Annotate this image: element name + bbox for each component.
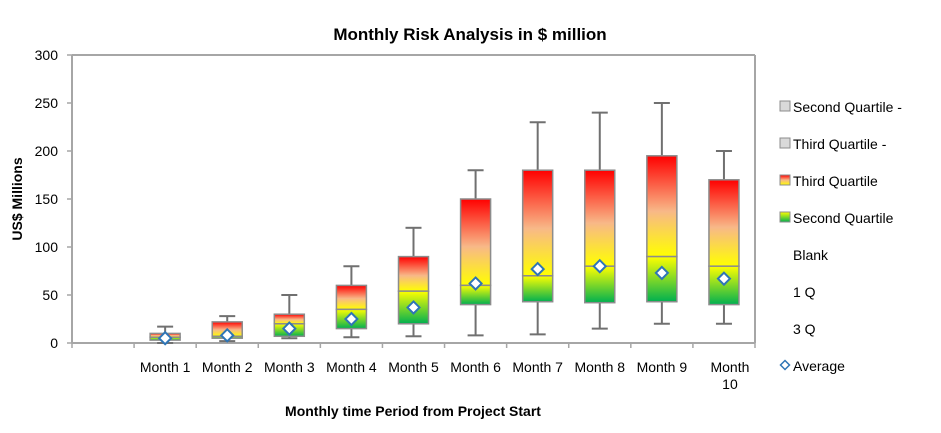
third-quartile-box [521, 169, 554, 277]
average-marker [716, 271, 732, 287]
legend-item: Second Quartile [779, 210, 894, 226]
third-quartile-box [584, 169, 616, 267]
x-tick-label: Month 9 [637, 359, 688, 375]
legend-item: Third Quartile [779, 173, 878, 189]
box-month-10 [708, 150, 740, 325]
legend-label: Second Quartile [793, 210, 894, 226]
box-series [149, 102, 740, 346]
legend-item: Second Quartile - [779, 99, 902, 115]
average-marker [530, 261, 546, 277]
legend-label: Average [793, 358, 845, 374]
box-month-7 [521, 121, 554, 336]
legend-swatch-icon [779, 100, 791, 112]
legend-diamond-icon [779, 359, 791, 371]
legend-label: 3 Q [793, 321, 816, 337]
y-tick-label: 250 [35, 95, 59, 111]
legend-swatch-icon [779, 137, 791, 149]
legend-swatch-icon [779, 211, 791, 223]
legend-label: Third Quartile - [793, 136, 887, 152]
box-month-3 [273, 294, 306, 340]
y-tick-label: 150 [35, 191, 59, 207]
y-tick-label: 300 [35, 47, 59, 63]
y-axis: 0 50 100 150 200 250 300 [35, 47, 72, 351]
box-month-1 [149, 325, 181, 346]
average-marker [468, 276, 484, 291]
legend-label: Blank [793, 247, 829, 263]
average-marker [281, 321, 297, 337]
x-tick-label: Month 3 [264, 359, 315, 375]
third-quartile-box [397, 255, 430, 292]
legend-item: 1 Q [793, 284, 816, 300]
average-marker [406, 300, 421, 315]
x-tick-label: Month 4 [326, 359, 377, 375]
y-tick-label: 100 [35, 239, 59, 255]
x-tick-label: Month 8 [574, 359, 625, 375]
third-quartile-box [459, 198, 492, 287]
x-tick-label: Month 6 [450, 359, 501, 375]
x-tick-label: Month 5 [388, 359, 439, 375]
x-axis-title: Monthly time Period from Project Start [285, 403, 541, 419]
average-marker [219, 327, 235, 343]
x-tick-label: Month 10 [710, 359, 749, 392]
y-tick-label: 0 [50, 335, 58, 351]
x-tick-label: Month 1 [140, 359, 191, 375]
average-marker [157, 330, 173, 346]
box-month-9 [646, 102, 678, 325]
box-month-4 [335, 265, 368, 339]
third-quartile-box [708, 179, 740, 267]
average-marker [343, 311, 359, 327]
average-marker [592, 258, 608, 274]
legend-swatch-icon [779, 174, 791, 186]
average-marker [654, 265, 670, 281]
box-month-8 [584, 111, 616, 330]
legend-label: Third Quartile [793, 173, 878, 189]
y-tick-label: 50 [42, 287, 58, 303]
chart-title: Monthly Risk Analysis in $ million [333, 25, 606, 44]
x-tick-label: Month 2 [202, 359, 253, 375]
box-month-5 [397, 226, 430, 338]
y-axis-title: US$ Millions [9, 157, 25, 240]
legend-item: Third Quartile - [779, 136, 887, 152]
legend-label: Second Quartile - [793, 99, 902, 115]
x-axis: Month 1 Month 2 Month 3 Month 4 Month 5 Month… [71, 343, 756, 392]
x-tick-label: Month 7 [512, 359, 563, 375]
legend-item: Blank [793, 247, 829, 263]
legend-label: 1 Q [793, 284, 816, 300]
box-month-6 [459, 169, 492, 337]
y-tick-label: 200 [35, 143, 59, 159]
second-quartile-box [521, 275, 554, 303]
third-quartile-box [646, 155, 678, 258]
third-quartile-box [335, 284, 368, 311]
legend-item: Average [779, 358, 845, 374]
box-month-2 [211, 315, 243, 343]
legend-item: 3 Q [793, 321, 816, 337]
legend: Second Quartile - Third Quartile - Third Q… [779, 99, 902, 374]
